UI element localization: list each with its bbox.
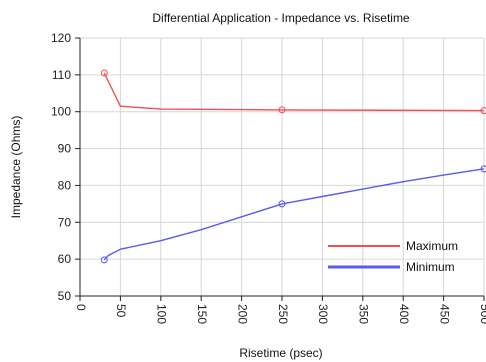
- x-tick-label: 500: [478, 304, 486, 324]
- y-tick-label: 120: [51, 31, 71, 45]
- x-tick-label: 300: [316, 304, 330, 324]
- y-tick-label: 70: [58, 215, 72, 229]
- y-tick-label: 100: [51, 105, 71, 119]
- y-tick-label: 110: [52, 68, 71, 82]
- y-axis-label: Impedance (Ohms): [9, 116, 23, 219]
- y-tick-label: 60: [58, 252, 72, 266]
- gridlines: [79, 37, 485, 297]
- y-tick-label: 50: [58, 289, 72, 303]
- legend-label-maximum: Maximum: [406, 239, 458, 253]
- data-point-minimum: [100, 256, 108, 264]
- data-point-minimum: [278, 200, 286, 208]
- y-tick-label: 80: [58, 178, 72, 192]
- data-point-minimum: [480, 165, 486, 173]
- x-axis-label: Risetime (psec): [239, 346, 322, 360]
- y-tick-label: 90: [58, 142, 72, 156]
- x-tick-label: 150: [195, 304, 209, 324]
- x-tick-label: 50: [114, 304, 128, 318]
- x-tick-label: 200: [235, 304, 249, 324]
- series-line-minimum: [103, 168, 485, 261]
- x-tick-label: 100: [155, 304, 169, 324]
- x-tick-label: 0: [74, 304, 88, 311]
- data-point-maximum: [100, 69, 108, 77]
- x-tick-label: 350: [357, 304, 371, 324]
- series-layer: [100, 69, 486, 264]
- data-point-maximum: [278, 106, 286, 114]
- x-tick-label: 400: [397, 304, 411, 324]
- x-tick-label: 450: [437, 304, 451, 324]
- x-tick-label: 250: [276, 304, 290, 324]
- series-line-maximum: [103, 72, 485, 112]
- legend: Maximum Minimum: [328, 239, 458, 274]
- data-point-maximum: [480, 107, 486, 115]
- chart-title: Differential Application - Impedance vs.…: [152, 11, 410, 25]
- legend-label-minimum: Minimum: [406, 260, 455, 274]
